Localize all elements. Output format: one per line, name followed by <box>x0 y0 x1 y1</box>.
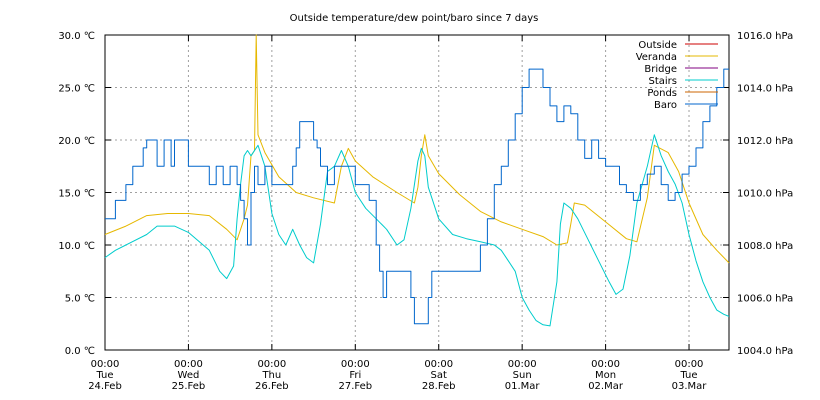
series-line-baro <box>105 68 729 325</box>
x-tick-label-time: 00:00 <box>591 359 620 370</box>
legend-label-outside: Outside <box>638 40 677 51</box>
x-tick-label-date: 03.Mar <box>672 381 708 392</box>
series-line-veranda <box>104 34 730 264</box>
x-tick-label-date: 27.Feb <box>338 381 372 392</box>
y-tick-label-left: 30.0 ℃ <box>58 31 95 42</box>
x-tick-label-day: Sun <box>513 370 532 381</box>
x-tick-label-day: Thu <box>261 370 281 381</box>
x-tick-label-day: Tue <box>679 370 697 381</box>
legend-label-ponds: Ponds <box>647 88 677 99</box>
y-tick-label-left: 20.0 ℃ <box>58 136 95 147</box>
x-tick-label-day: Wed <box>178 370 200 381</box>
x-tick-label-date: 24.Feb <box>88 381 122 392</box>
x-tick-label-time: 00:00 <box>508 359 537 370</box>
y-tick-label-right: 1006.0 hPa <box>737 294 793 305</box>
legend-label-baro: Baro <box>654 100 677 111</box>
series-lines <box>104 34 730 327</box>
chart-title: Outside temperature/dew point/baro since… <box>290 13 539 24</box>
y-tick-label-right: 1010.0 hPa <box>737 189 793 200</box>
y-tick-label-right: 1014.0 hPa <box>737 84 793 95</box>
y-tick-label-right: 1016.0 hPa <box>737 31 793 42</box>
legend-label-stairs: Stairs <box>649 76 678 87</box>
x-tick-label-day: Mon <box>595 370 616 381</box>
y-tick-label-left: 0.0 ℃ <box>65 346 95 357</box>
x-tick-label-time: 00:00 <box>174 359 203 370</box>
y-tick-label-left: 15.0 ℃ <box>58 189 95 200</box>
y-tick-label-left: 10.0 ℃ <box>58 241 95 252</box>
x-tick-label-date: 02.Mar <box>588 381 624 392</box>
y-tick-label-left: 25.0 ℃ <box>58 84 95 95</box>
x-tick-label-time: 00:00 <box>91 359 120 370</box>
y-tick-label-right: 1008.0 hPa <box>737 241 793 252</box>
legend-label-veranda: Veranda <box>636 52 677 63</box>
y-tick-label-right: 1012.0 hPa <box>737 136 793 147</box>
x-tick-label-date: 26.Feb <box>255 381 289 392</box>
x-tick-label-time: 00:00 <box>341 359 370 370</box>
x-tick-label-date: 25.Feb <box>172 381 206 392</box>
y-tick-label-right: 1004.0 hPa <box>737 346 793 357</box>
x-tick-label-date: 28.Feb <box>422 381 456 392</box>
right-axis-labels: 1004.0 hPa 1006.0 hPa 1008.0 hPa 1010.0 hPa… <box>737 31 793 357</box>
x-axis-labels: 00:00Tue24.Feb00:00Wed25.Feb00:00Thu26.F… <box>88 359 707 392</box>
legend-label-bridge: Bridge <box>644 64 677 75</box>
x-tick-label-day: Sat <box>431 370 447 381</box>
x-tick-label-time: 00:00 <box>675 359 704 370</box>
x-tick-label-day: Fri <box>349 370 361 381</box>
y-tick-label-left: 5.0 ℃ <box>65 294 95 305</box>
x-tick-label-time: 00:00 <box>257 359 286 370</box>
x-tick-label-time: 00:00 <box>424 359 453 370</box>
axis-ticks <box>104 34 729 351</box>
x-tick-label-date: 01.Mar <box>505 381 541 392</box>
series-line-stairs <box>104 134 730 327</box>
left-axis-labels: 0.0 ℃ 5.0 ℃ 10.0 ℃ 15.0 ℃ 20.0 ℃ 25.0 ℃ 30.0 ℃ <box>58 31 95 357</box>
x-tick-label-day: Tue <box>95 370 113 381</box>
